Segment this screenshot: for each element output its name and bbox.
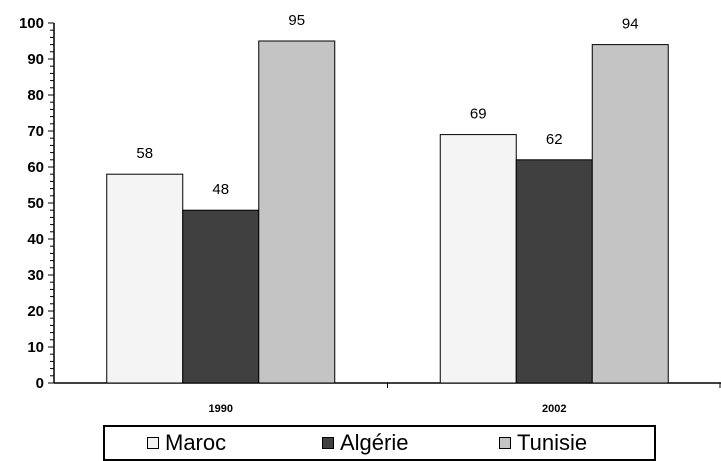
legend-swatch-tunisie <box>499 437 511 449</box>
data-label: 62 <box>546 131 563 148</box>
data-label: 95 <box>288 12 305 29</box>
bar-chart: 0 10 20 30 40 50 60 70 80 90 100 1990 2002 58 48 95 69 6… <box>19 12 721 415</box>
data-label: 69 <box>470 106 487 123</box>
bars <box>106 40 669 384</box>
y-tick-label: 50 <box>27 195 44 212</box>
y-tick-label: 70 <box>27 123 44 140</box>
bar-tunisie-2002 <box>591 44 669 384</box>
y-tick-label: 10 <box>27 339 44 356</box>
bar-tunisie-1990 <box>258 40 336 384</box>
y-tick-label: 60 <box>27 159 44 176</box>
bar-algérie-2002 <box>515 159 593 384</box>
legend-item-maroc: Maroc <box>147 430 226 456</box>
y-tick-label: 20 <box>27 303 44 320</box>
y-tick-label: 100 <box>19 15 44 32</box>
y-tick-label: 80 <box>27 87 44 104</box>
data-label: 58 <box>136 145 153 162</box>
y-tick-label: 30 <box>27 267 44 284</box>
y-tick-label: 0 <box>36 375 44 392</box>
x-tick-label: 2002 <box>542 403 566 415</box>
y-tick-label: 90 <box>27 51 44 68</box>
data-label: 48 <box>212 181 229 198</box>
data-labels: 58 48 95 69 62 94 <box>136 12 638 198</box>
legend-swatch-maroc <box>147 437 159 449</box>
legend-item-tunisie: Tunisie <box>499 430 587 456</box>
y-tick-label: 40 <box>27 231 44 248</box>
data-label: 94 <box>622 16 639 33</box>
legend: Maroc Algérie Tunisie <box>103 425 656 461</box>
legend-label-maroc: Maroc <box>165 430 227 455</box>
bar-maroc-2002 <box>439 134 517 384</box>
x-tick-label: 1990 <box>209 403 233 415</box>
bar-algérie-1990 <box>182 209 260 384</box>
legend-label-algerie: Algérie <box>340 430 409 455</box>
bar-maroc-1990 <box>106 173 184 384</box>
legend-label-tunisie: Tunisie <box>517 430 588 455</box>
legend-swatch-algerie <box>322 437 334 449</box>
legend-item-algerie: Algérie <box>322 430 408 456</box>
